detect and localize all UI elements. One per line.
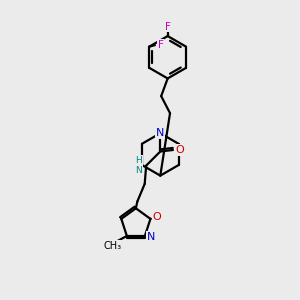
Text: N: N	[147, 232, 155, 242]
Text: N: N	[156, 128, 164, 138]
Text: O: O	[175, 145, 184, 155]
Text: F: F	[158, 40, 164, 50]
Text: F: F	[165, 22, 171, 32]
Text: CH₃: CH₃	[103, 241, 121, 251]
Text: O: O	[152, 212, 161, 222]
Text: H
N: H N	[135, 156, 142, 175]
